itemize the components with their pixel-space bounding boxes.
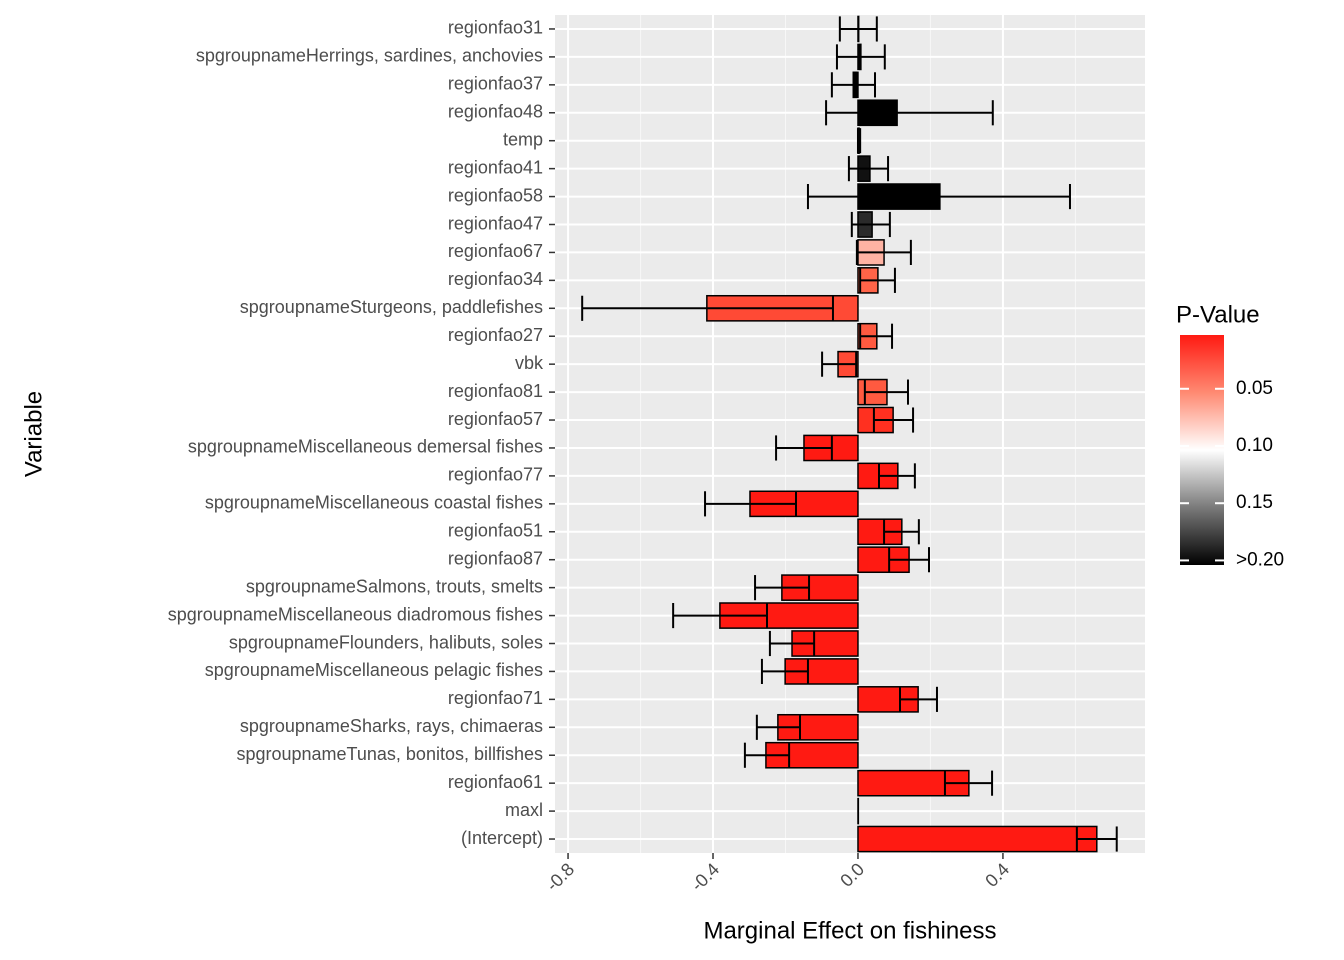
colorbar-tick-label: 0.05 bbox=[1236, 378, 1273, 399]
colorbar-tick-label: 0.15 bbox=[1236, 492, 1273, 513]
y-tick-label: spgroupnameMiscellaneous diadromous fish… bbox=[168, 604, 543, 624]
error-bar bbox=[835, 44, 886, 70]
colorbar-tick-label: >0.20 bbox=[1236, 549, 1284, 570]
y-tick-label: regionfao34 bbox=[448, 269, 543, 289]
y-tick-label: regionfao37 bbox=[448, 74, 543, 94]
y-tick-label: spgroupnameMiscellaneous demersal fishes bbox=[188, 437, 543, 457]
y-tick-label: regionfao61 bbox=[448, 772, 543, 792]
error-bar bbox=[760, 658, 809, 685]
colorbar-tick-label: 0.10 bbox=[1236, 435, 1273, 456]
x-tick-label: 0.0 bbox=[836, 859, 868, 891]
bar bbox=[719, 602, 859, 629]
error-bar bbox=[825, 100, 994, 126]
y-tick-label: spgroupnameTunas, bonitos, billfishes bbox=[236, 744, 543, 764]
x-axis-title: Marginal Effect on fishiness bbox=[703, 917, 996, 944]
error-bar bbox=[672, 602, 769, 629]
bar bbox=[857, 825, 1098, 853]
error-bar bbox=[877, 463, 916, 489]
error-bar bbox=[704, 491, 798, 517]
error-bar bbox=[872, 407, 915, 433]
y-tick-label: regionfao58 bbox=[448, 185, 543, 205]
y-tick-label: vbk bbox=[515, 353, 544, 373]
y-tick-label: spgroupnameSharks, rays, chimaeras bbox=[240, 716, 543, 736]
y-tick-label: regionfao67 bbox=[448, 241, 543, 261]
error-bar bbox=[838, 16, 878, 42]
error-bar bbox=[943, 770, 994, 796]
y-tick-label: regionfao48 bbox=[448, 102, 543, 122]
error-bar bbox=[1075, 826, 1118, 852]
legend-title: P-Value bbox=[1176, 301, 1260, 328]
error-bar bbox=[581, 295, 834, 321]
error-bar bbox=[859, 323, 894, 349]
error-bar bbox=[859, 267, 896, 293]
y-tick-label: regionfao51 bbox=[448, 521, 543, 541]
error-bar bbox=[850, 211, 891, 238]
error-bar bbox=[775, 435, 833, 461]
y-tick-label: (Intercept) bbox=[461, 828, 543, 848]
y-tick-label: spgroupnameFlounders, halibuts, soles bbox=[229, 632, 543, 652]
error-bar bbox=[830, 72, 877, 98]
y-tick-label: maxl bbox=[505, 800, 543, 820]
x-tick-label: -0.4 bbox=[687, 859, 723, 895]
colorbar bbox=[1180, 335, 1224, 565]
x-tick-label: -0.8 bbox=[542, 859, 578, 895]
panel bbox=[555, 15, 1145, 853]
error-bar bbox=[899, 686, 938, 712]
y-tick-label: spgroupnameSturgeons, paddlefishes bbox=[240, 297, 543, 317]
error-bar bbox=[743, 742, 791, 768]
error-bar bbox=[806, 183, 1071, 210]
y-tick-label: regionfao87 bbox=[448, 548, 543, 568]
error-bar bbox=[768, 630, 816, 657]
y-tick-label: spgroupnameHerrings, sardines, anchovies bbox=[196, 46, 543, 66]
y-tick-label: regionfao47 bbox=[448, 213, 543, 233]
error-bar bbox=[755, 714, 801, 740]
y-axis-title: Variable bbox=[20, 391, 47, 477]
error-bar bbox=[883, 519, 920, 545]
error-bar bbox=[855, 239, 912, 266]
y-tick-label: regionfao31 bbox=[448, 18, 543, 38]
bar bbox=[857, 769, 970, 797]
y-tick-label: regionfao81 bbox=[448, 381, 543, 401]
y-tick-label: regionfao41 bbox=[448, 157, 543, 177]
error-bar bbox=[821, 351, 858, 377]
error-bar bbox=[847, 156, 890, 182]
y-tick-label: spgroupnameSalmons, trouts, smelts bbox=[246, 576, 543, 596]
y-tick-label: regionfao71 bbox=[448, 688, 543, 708]
y-tick-label: spgroupnameMiscellaneous coastal fishes bbox=[205, 493, 543, 513]
error-bar bbox=[754, 575, 811, 601]
y-tick-label: regionfao57 bbox=[448, 409, 543, 429]
y-tick-label: spgroupnameMiscellaneous pelagic fishes bbox=[205, 660, 543, 680]
error-bar bbox=[888, 547, 931, 573]
bar bbox=[749, 490, 859, 518]
x-tick-label: 0.4 bbox=[981, 859, 1013, 891]
y-tick-label: temp bbox=[503, 129, 543, 149]
y-tick-label: regionfao77 bbox=[448, 465, 543, 485]
y-tick-label: regionfao27 bbox=[448, 325, 543, 345]
error-bar bbox=[856, 128, 862, 154]
error-bar bbox=[863, 379, 909, 405]
